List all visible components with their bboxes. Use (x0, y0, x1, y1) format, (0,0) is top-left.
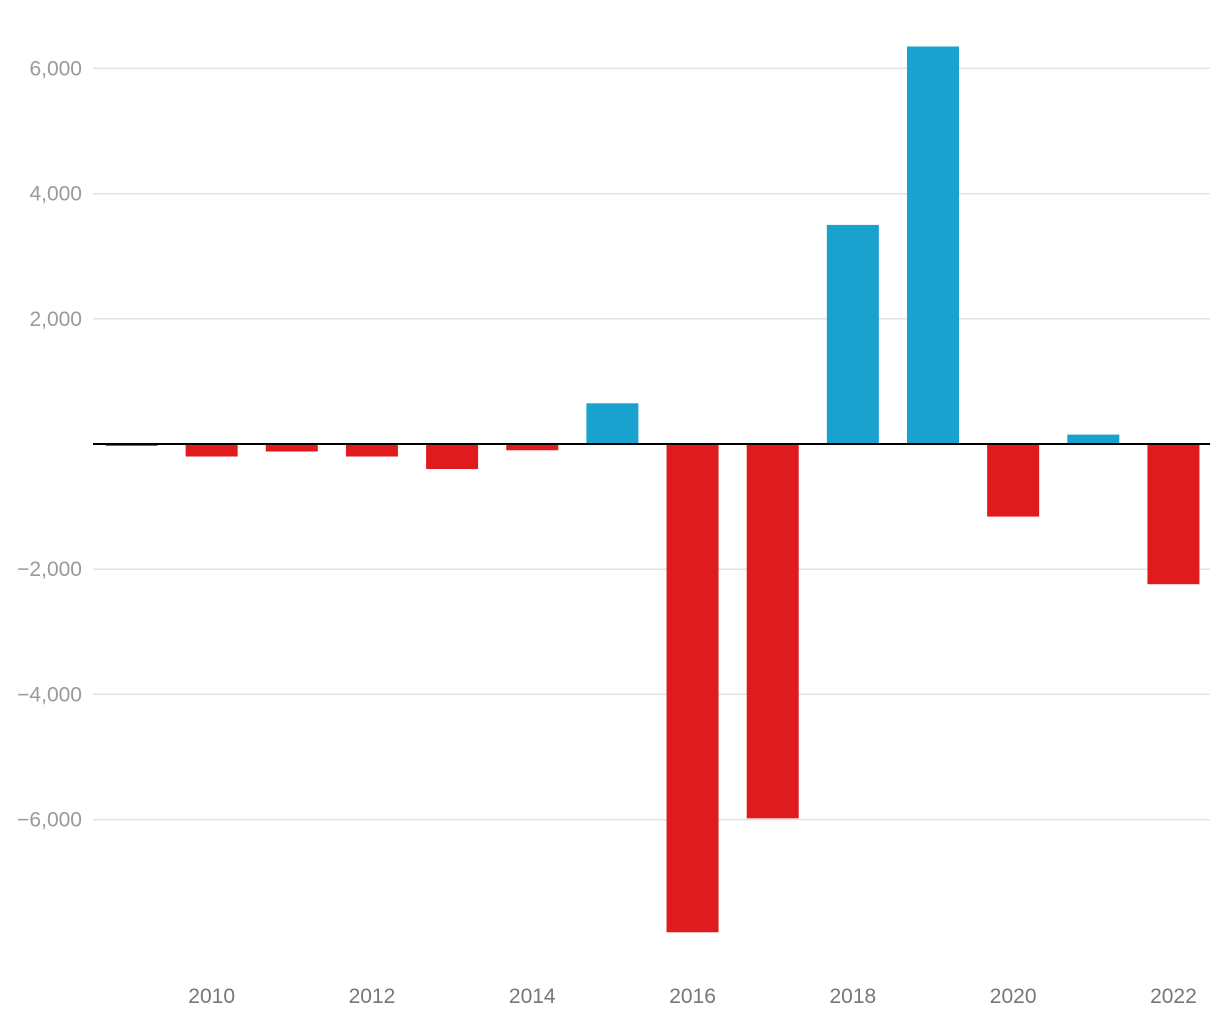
x-tick-label: 2016 (669, 985, 716, 1008)
bar-2018 (826, 224, 879, 444)
bar-2013 (426, 444, 479, 470)
x-tick-label: 2020 (990, 985, 1037, 1008)
gridlines (93, 67, 1210, 821)
bar-2012 (345, 444, 398, 457)
bar-2011 (265, 444, 318, 452)
bar-2017 (746, 444, 799, 819)
bar-2015 (586, 403, 639, 444)
axes: 6,000 4,000 2,000 −2,000 −4,000 −6,000 2010 201… (17, 57, 1210, 1008)
x-tick-label: 2014 (509, 985, 556, 1008)
bar-2022 (1147, 444, 1200, 585)
y-tick-label: −2,000 (17, 558, 82, 581)
y-tick-label: −4,000 (17, 683, 82, 706)
y-tick-label: 2,000 (29, 308, 82, 331)
y-tick-label: −6,000 (17, 809, 82, 832)
bar-2020 (987, 444, 1040, 517)
bar-2016 (666, 444, 719, 933)
x-tick-label: 2018 (829, 985, 876, 1008)
y-tick-label: 4,000 (29, 183, 82, 206)
x-tick-label: 2012 (349, 985, 396, 1008)
x-tick-label: 2022 (1150, 985, 1197, 1008)
bar-2019 (907, 46, 959, 445)
bar-2010 (185, 444, 238, 457)
bar-2014 (506, 444, 559, 451)
x-tick-label: 2010 (188, 985, 235, 1008)
bars (105, 46, 1200, 933)
bar-2021 (1067, 434, 1120, 444)
y-tick-label: 6,000 (29, 57, 82, 80)
